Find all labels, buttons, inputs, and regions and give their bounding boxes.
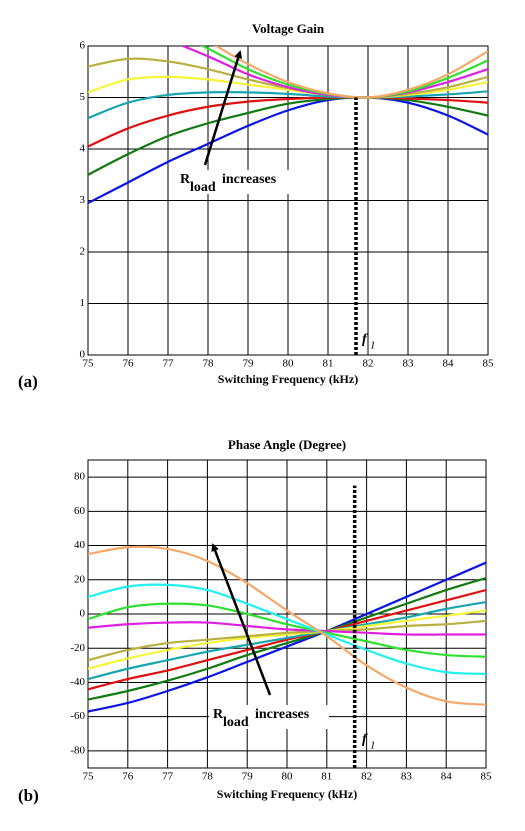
marker-label: f xyxy=(362,332,368,347)
x-tick-label: 78 xyxy=(202,771,214,783)
series-line xyxy=(88,90,488,120)
series-line xyxy=(200,46,488,99)
x-tick-label: 82 xyxy=(363,358,374,370)
x-tick-label: 84 xyxy=(441,771,453,783)
x-axis-label: Switching Frequency (kHz) xyxy=(218,372,358,386)
y-tick-label: 1 xyxy=(80,297,86,309)
y-tick-label: 5 xyxy=(80,91,86,103)
y-tick-label: 3 xyxy=(80,194,86,206)
x-tick-label: 83 xyxy=(403,358,415,370)
y-tick-label: 80 xyxy=(74,471,86,483)
lines xyxy=(88,545,486,713)
chart-title: Voltage Gain xyxy=(252,21,325,36)
x-tick-label: 81 xyxy=(321,771,332,783)
series-line xyxy=(88,583,486,675)
x-tick-label: 76 xyxy=(122,771,134,783)
annotation-suffix: increases xyxy=(222,172,277,187)
y-tick-label: 40 xyxy=(74,539,86,551)
x-tick-label: 77 xyxy=(163,358,175,370)
series-line xyxy=(214,46,488,99)
y-tick-label: 4 xyxy=(80,143,86,155)
chart-title: Phase Angle (Degree) xyxy=(228,437,346,452)
series-line xyxy=(88,561,486,713)
series-line xyxy=(88,621,486,636)
series-line xyxy=(88,75,488,99)
x-tick-label: 79 xyxy=(243,358,255,370)
annotation-text: R xyxy=(213,707,224,722)
series-line xyxy=(88,609,486,670)
x-tick-label: 80 xyxy=(282,771,294,783)
x-tick-label: 79 xyxy=(242,771,254,783)
x-axis-label: Switching Frequency (kHz) xyxy=(217,787,357,801)
series-line xyxy=(88,545,486,706)
annotation-sub: load xyxy=(223,715,249,730)
annotation-suffix: increases xyxy=(255,707,310,722)
series-line xyxy=(88,577,486,701)
series-line xyxy=(88,602,486,658)
arrow xyxy=(203,50,243,166)
marker-label-sub: 1 xyxy=(370,740,376,752)
y-tick-label: 6 xyxy=(80,40,86,52)
y-tick-label: 2 xyxy=(80,246,86,258)
x-tick-label: 82 xyxy=(361,771,372,783)
y-tick-label: 20 xyxy=(74,573,86,585)
y-tick-label: -80 xyxy=(70,744,85,756)
x-tick-label: 80 xyxy=(283,358,295,370)
y-tick-label: -60 xyxy=(70,710,85,722)
y-tick-label: 60 xyxy=(74,505,86,517)
x-tick-label: 85 xyxy=(483,358,495,370)
series-line xyxy=(88,96,488,205)
series-line xyxy=(88,619,486,662)
chart: 75 76 77 78 79 80 81 82 83 84 85 0 1 2 3 4 5 6 Voltage Gai… xyxy=(18,21,495,391)
annotation-bg xyxy=(176,170,296,194)
panel-label: (b) xyxy=(18,786,39,805)
series-line xyxy=(88,96,488,148)
series-line xyxy=(88,96,488,176)
y-tick-label: -20 xyxy=(70,642,85,654)
x-tick-label: 81 xyxy=(323,358,334,370)
x-tick-label: 78 xyxy=(203,358,215,370)
marker-label-sub: 1 xyxy=(370,340,376,352)
lines xyxy=(88,46,488,205)
x-tick-label: 84 xyxy=(443,358,455,370)
x-tick-label: 85 xyxy=(481,771,493,783)
annotation-text: R xyxy=(180,172,191,187)
x-tick-label: 76 xyxy=(123,358,135,370)
y-tick-label: 0 xyxy=(80,608,86,620)
marker-label: f xyxy=(362,732,368,747)
panel-label: (a) xyxy=(18,372,38,391)
y-tick-label: 0 xyxy=(80,349,86,361)
x-tick-label: 83 xyxy=(401,771,413,783)
annotation-bg xyxy=(209,705,329,729)
x-tick-label: 75 xyxy=(83,358,95,370)
series-line xyxy=(179,46,488,99)
series-line xyxy=(88,588,486,691)
chart: 75 76 77 78 79 80 81 82 83 84 85 -80 -60 -40 -20 0 20 40 6… xyxy=(18,437,492,805)
y-tick-label: -40 xyxy=(70,676,85,688)
arrow xyxy=(211,543,272,696)
series-line xyxy=(88,600,486,681)
x-tick-label: 77 xyxy=(162,771,174,783)
x-tick-label: 75 xyxy=(83,771,95,783)
annotation-sub: load xyxy=(190,180,216,195)
